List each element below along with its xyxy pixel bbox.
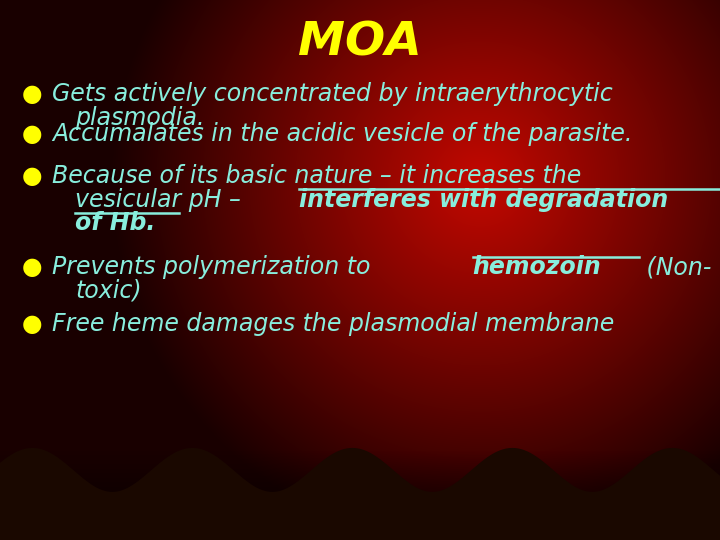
Text: Accumalates in the acidic vesicle of the parasite.: Accumalates in the acidic vesicle of the… xyxy=(52,122,632,146)
Text: ●: ● xyxy=(22,255,42,279)
Text: interferes with degradation: interferes with degradation xyxy=(299,187,668,212)
Text: plasmodia.: plasmodia. xyxy=(75,105,204,130)
Text: ●: ● xyxy=(22,164,42,188)
Text: ●: ● xyxy=(22,82,42,106)
Text: Gets actively concentrated by intraerythrocytic: Gets actively concentrated by intraeryth… xyxy=(52,82,613,106)
Text: ●: ● xyxy=(22,122,42,146)
Text: toxic): toxic) xyxy=(75,279,142,302)
Text: hemozoin: hemozoin xyxy=(472,255,601,279)
Text: MOA: MOA xyxy=(298,20,422,65)
Text: Prevents polymerization to: Prevents polymerization to xyxy=(52,255,378,279)
Text: vesicular pH –: vesicular pH – xyxy=(75,187,248,212)
Text: of Hb.: of Hb. xyxy=(75,211,156,235)
Text: ●: ● xyxy=(22,312,42,336)
Text: Because of its basic nature – it increases the: Because of its basic nature – it increas… xyxy=(52,164,581,188)
Text: Free heme damages the plasmodial membrane: Free heme damages the plasmodial membran… xyxy=(52,312,614,336)
Text: (Non-: (Non- xyxy=(639,255,711,279)
